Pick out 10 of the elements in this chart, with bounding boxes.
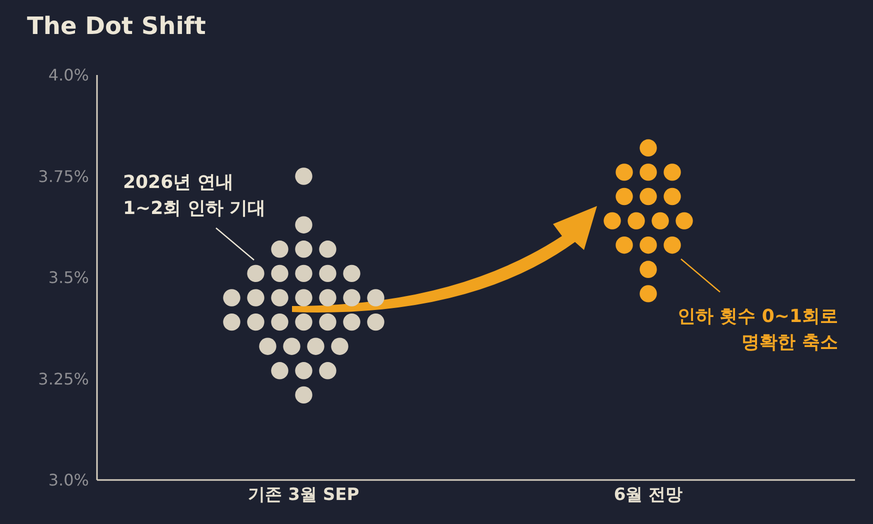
chart-title: The Dot Shift: [27, 12, 206, 40]
x-tick-label: 6월 전망: [614, 485, 683, 506]
y-tick-label: 3.75%: [38, 166, 89, 186]
y-tick-label: 4.0%: [48, 66, 89, 85]
y-tick-label: 3.25%: [38, 369, 89, 388]
y-tick-label: 3.5%: [48, 268, 89, 288]
x-tick-label: 기존 3월 SEP: [248, 485, 360, 506]
y-tick-label: 3.0%: [48, 470, 89, 490]
annotation: 2026년 연내 1~2회 인하 기대: [123, 172, 266, 219]
annotation: 인하 횟수 0~1회로 명확한 축소: [677, 306, 838, 353]
